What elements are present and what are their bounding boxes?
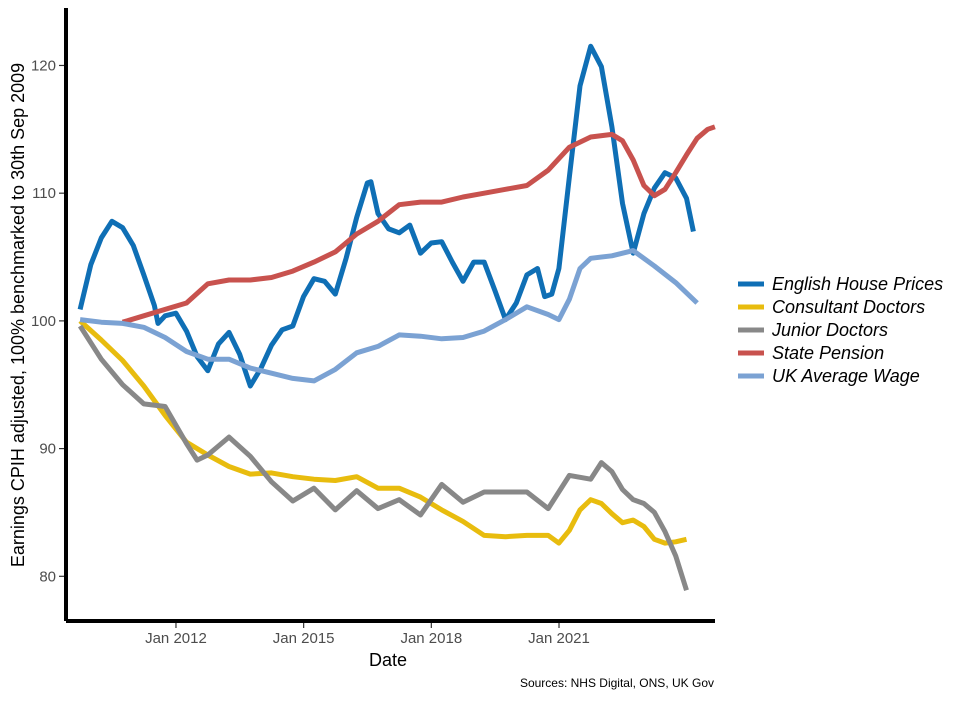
- x-axis-title: Date: [369, 650, 407, 670]
- y-tick-label: 90: [39, 441, 56, 458]
- legend-item-uk-average-wage: UK Average Wage: [738, 366, 920, 386]
- x-ticks: Jan 2012 Jan 2015 Jan 2018 Jan 2021: [145, 623, 590, 647]
- x-tick-label: Jan 2021: [528, 630, 590, 647]
- legend-label: UK Average Wage: [772, 366, 920, 386]
- legend-item-state-pension: State Pension: [738, 343, 884, 363]
- x-tick-label: Jan 2015: [273, 630, 335, 647]
- legend: English House Prices Consultant Doctors Ju…: [738, 274, 943, 386]
- y-tick-label: 80: [39, 568, 56, 585]
- legend-label: State Pension: [772, 343, 884, 363]
- series-line-junior-doctors: [77, 324, 689, 592]
- series-layer: [77, 43, 716, 592]
- x-tick-label: Jan 2018: [400, 630, 462, 647]
- y-tick-label: 120: [31, 57, 56, 74]
- y-tick-label: 110: [32, 185, 56, 202]
- source-caption: Sources: NHS Digital, ONS, UK Gov: [520, 676, 714, 690]
- y-axis-title: Earnings CPIH adjusted, 100% benchmarked…: [8, 63, 28, 567]
- series-line-english-house-prices: [77, 43, 696, 389]
- legend-item-english-house-prices: English House Prices: [738, 274, 943, 294]
- legend-label: Consultant Doctors: [772, 297, 925, 317]
- series-line-consultant-doctors: [78, 319, 688, 546]
- legend-item-consultant-doctors: Consultant Doctors: [738, 297, 925, 317]
- x-tick-label: Jan 2012: [145, 630, 207, 647]
- legend-label: Junior Doctors: [771, 320, 888, 340]
- legend-label: English House Prices: [772, 274, 943, 294]
- legend-item-junior-doctors: Junior Doctors: [738, 320, 888, 340]
- series-line-uk-average-wage: [79, 248, 699, 384]
- y-tick-label: 100: [31, 313, 56, 330]
- series-line-state-pension: [121, 124, 716, 325]
- y-ticks: 80 90 100 110 120: [31, 57, 64, 585]
